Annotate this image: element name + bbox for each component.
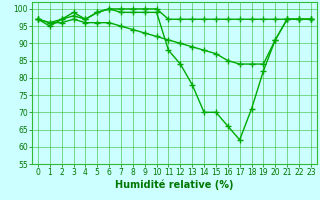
X-axis label: Humidité relative (%): Humidité relative (%)	[115, 180, 234, 190]
